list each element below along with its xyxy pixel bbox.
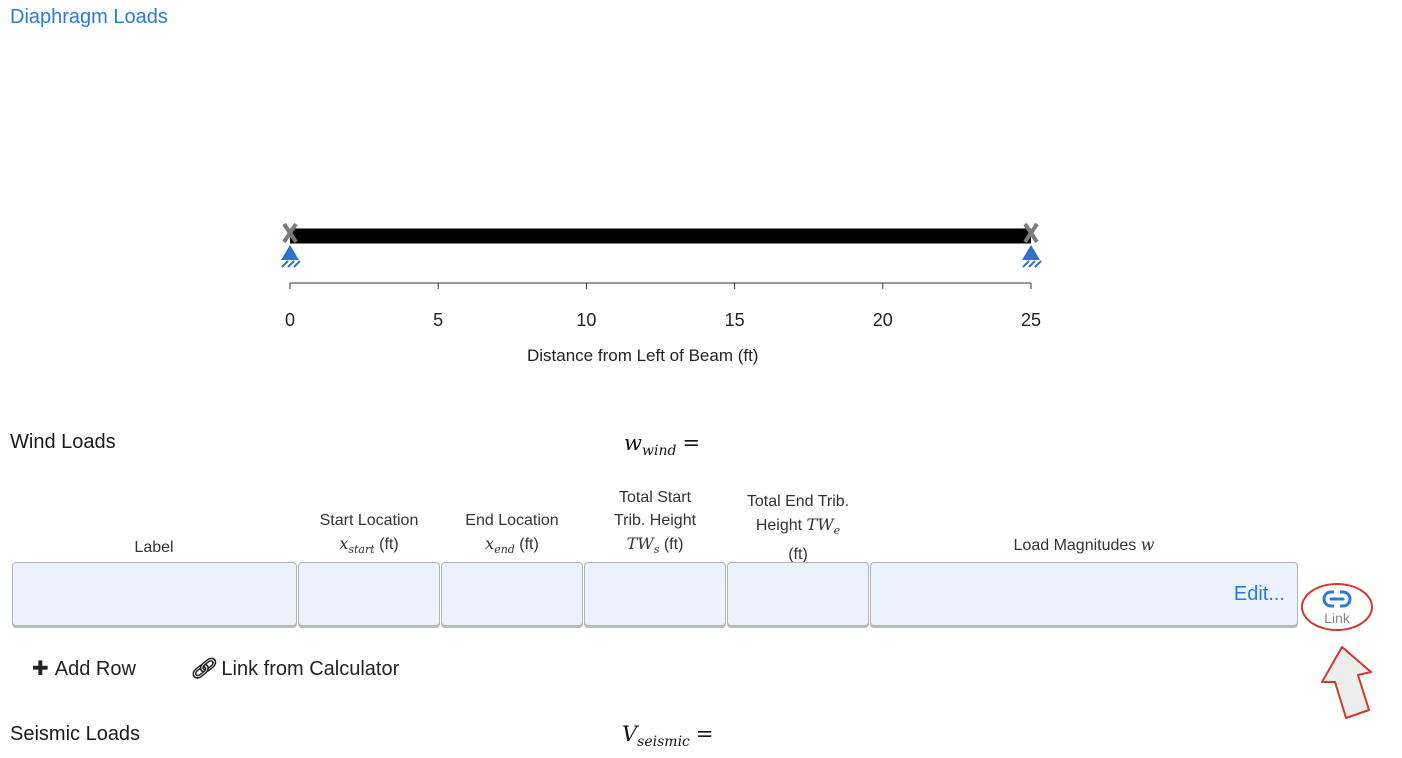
link-from-calculator-button[interactable]: 🔗︎ Link from Calculator	[190, 658, 400, 680]
beam-diagram	[281, 222, 1042, 289]
col-header-label: Label	[134, 539, 174, 556]
start-location-input[interactable]	[298, 562, 440, 626]
support-hatch	[281, 260, 289, 268]
col-header-end-trib: Total End Trib. Height TWe (ft)	[746, 493, 850, 564]
add-row-button[interactable]: ✚ Add Row	[32, 658, 136, 680]
col-header-end: End Location xend (ft)	[465, 512, 559, 557]
x-tick-label: 15	[724, 310, 745, 330]
col-header-start: Start Location xstart (ft)	[319, 512, 419, 557]
load-magnitudes-cell[interactable]: Edit...	[870, 562, 1298, 626]
wind-formula: wwind =	[624, 431, 701, 460]
annotation-circle	[1301, 583, 1373, 631]
support-hatch	[1034, 260, 1042, 268]
seismic-formula: Vseismic =	[622, 722, 714, 751]
col-header-magnitudes: Load Magnitudes w	[1013, 535, 1155, 554]
edit-magnitudes-button[interactable]: Edit...	[1233, 583, 1285, 605]
support-marker	[281, 245, 299, 260]
label-input[interactable]	[12, 562, 297, 626]
link-label: Link	[1324, 610, 1350, 626]
x-tick-label: 0	[284, 310, 295, 330]
x-tick-label: 25	[1020, 310, 1042, 330]
x-tick-label: 10	[576, 310, 597, 330]
support-hatch	[287, 260, 295, 268]
col-header-start-trib: Total Start Trib. Height TWs (ft)	[613, 489, 697, 557]
support-x-mark	[1023, 222, 1039, 244]
x-tick-label: 5	[433, 310, 444, 330]
x-tick-label: 20	[872, 310, 893, 330]
support-hatch	[1022, 260, 1030, 268]
start-trib-height-input[interactable]	[584, 562, 726, 626]
seismic-loads-title: Seismic Loads	[10, 723, 141, 745]
support-marker	[1022, 245, 1040, 260]
support-hatch	[293, 260, 301, 268]
plus-icon: ✚	[32, 658, 49, 680]
end-trib-height-input[interactable]	[727, 562, 869, 626]
end-location-input[interactable]	[441, 562, 583, 626]
support-x-mark	[282, 222, 298, 244]
diaphragm-loads-link[interactable]: Diaphragm Loads	[10, 6, 168, 28]
support-hatch	[1028, 260, 1036, 268]
link-icon	[1322, 590, 1352, 608]
annotation-arrow	[1321, 646, 1372, 719]
chain-link-icon: 🔗︎	[190, 658, 216, 680]
x-axis-label: Distance from Left of Beam (ft)	[527, 346, 759, 365]
wind-loads-title: Wind Loads	[10, 431, 116, 453]
link-button[interactable]: Link	[1312, 590, 1362, 630]
